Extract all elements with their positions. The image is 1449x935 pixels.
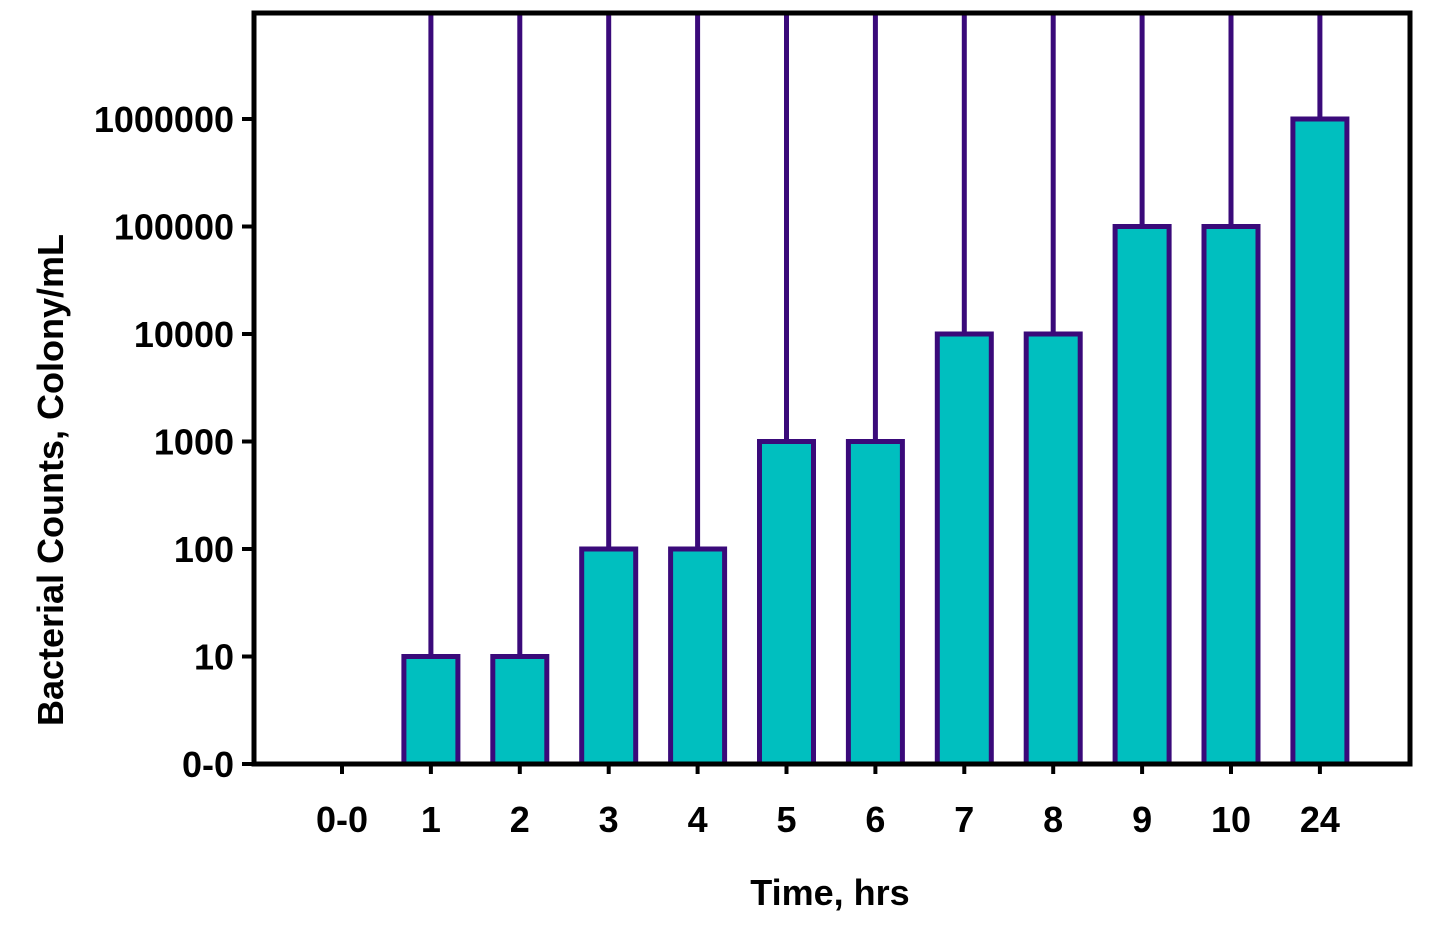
y-tick-label: 100000 xyxy=(114,207,234,248)
x-tick-label: 6 xyxy=(865,799,885,840)
x-tick-label: 1 xyxy=(421,799,441,840)
y-tick-label: 100 xyxy=(174,529,234,570)
ticks-layer: 0-0 10 100 1000 10000 100000 1000000 0-0 1 2 3 4 5 6 7… xyxy=(94,99,1340,840)
x-tick-label: 0-0 xyxy=(316,799,368,840)
y-tick-label: 0-0 xyxy=(182,744,234,785)
bar-8 xyxy=(1023,331,1083,767)
x-tick-label: 5 xyxy=(776,799,796,840)
bar-3 xyxy=(579,546,639,767)
bar-24 xyxy=(1290,116,1350,767)
bar-6 xyxy=(845,439,905,767)
bar-5 xyxy=(757,439,816,767)
x-tick-label: 8 xyxy=(1043,799,1063,840)
bars-layer xyxy=(401,13,1350,767)
y-tick-label: 10 xyxy=(194,637,234,678)
bar-4 xyxy=(668,546,728,767)
bar-2 xyxy=(490,654,550,767)
axes-layer xyxy=(251,10,1413,767)
x-tick-label: 2 xyxy=(510,799,530,840)
bar-9 xyxy=(1112,224,1172,767)
y-tick-label: 1000 xyxy=(154,422,234,463)
plot-frame xyxy=(251,10,1413,767)
x-axis-label: Time, hrs xyxy=(750,872,909,913)
x-tick-label: 10 xyxy=(1211,799,1251,840)
bar-1 xyxy=(401,654,461,767)
x-tick-label: 3 xyxy=(599,799,619,840)
x-tick-label: 4 xyxy=(688,799,708,840)
y-axis-label: Bacterial Counts, Colony/mL xyxy=(30,234,71,726)
bar-10 xyxy=(1201,224,1261,767)
x-tick-label: 24 xyxy=(1300,799,1340,840)
x-tick-label: 7 xyxy=(954,799,974,840)
y-tick-label: 1000000 xyxy=(94,99,234,140)
y-tick-label: 10000 xyxy=(134,314,234,355)
bar-7 xyxy=(934,331,994,767)
x-tick-label: 9 xyxy=(1132,799,1152,840)
